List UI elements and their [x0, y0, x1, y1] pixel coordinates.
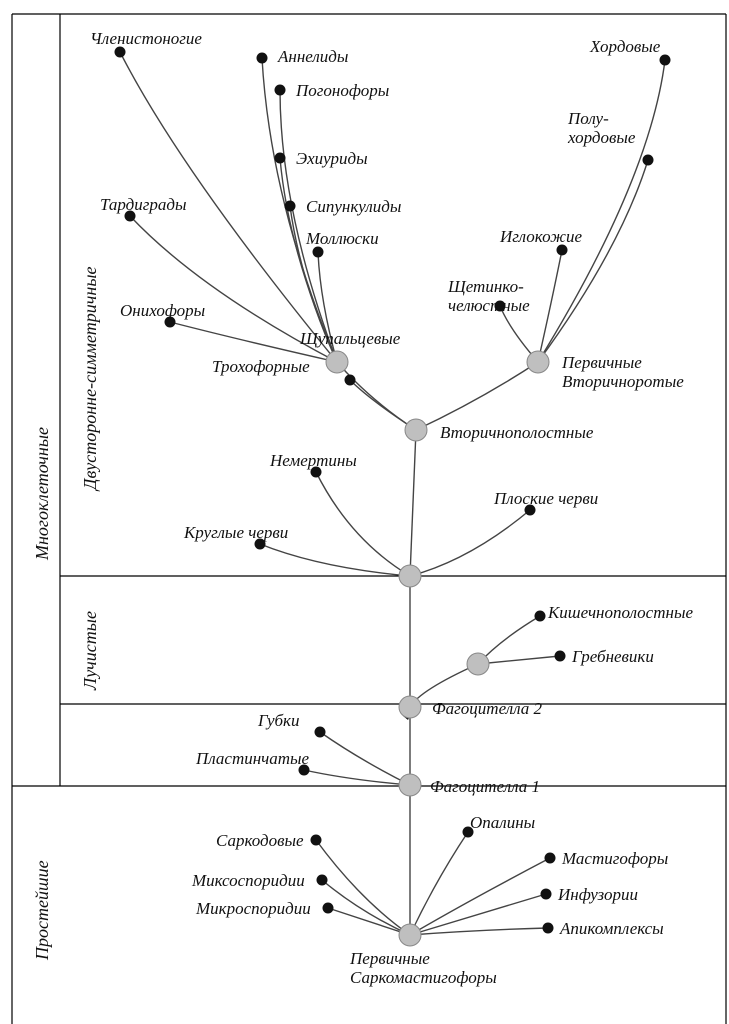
tip-pogon: Погонофоры — [296, 82, 389, 101]
side-Лучистые: Лучистые — [80, 611, 101, 690]
tip-chlen: Членистоногие — [90, 30, 202, 49]
hub-trocho: Трохофорные — [212, 358, 310, 377]
hub-phago2: Фагоцителла 2 — [432, 700, 542, 719]
hub-phago1: Фагоцителла 1 — [430, 778, 540, 797]
tip-moll: Моллюски — [306, 230, 379, 249]
tip-tardi: Тардиграды — [100, 196, 186, 215]
tip-mikso: Миксоспоридии — [192, 872, 305, 891]
tip-echino: Иглокожие — [500, 228, 582, 247]
tip-sarkod: Саркодовые — [216, 832, 304, 851]
side-Многоклеточные: Многоклеточные — [32, 427, 53, 560]
tip-echi: Эхиуриды — [296, 150, 368, 169]
tip-sipun: Сипункулиды — [306, 198, 401, 217]
tip-mikro: Микроспоридии — [196, 900, 311, 919]
tip-chaeto: Щетинко-челюстные — [448, 278, 530, 315]
tip-hemi: Полу-хордовые — [568, 110, 635, 147]
tip-mastig: Мастигофоры — [562, 850, 668, 869]
tip-cteno: Гребневики — [572, 648, 654, 667]
tip-plath: Плоские черви — [494, 490, 598, 509]
tip-infus: Инфузории — [558, 886, 638, 905]
tip-onych: Онихофоры — [120, 302, 205, 321]
tip-opal: Опалины — [470, 814, 535, 833]
tip-cnid: Кишечнополостные — [548, 604, 693, 623]
side-Простейшие: Простейшие — [32, 860, 53, 960]
hub-deutero: ПервичныеВторичноротые — [562, 354, 684, 391]
hub-sarko: ПервичныеСаркомастигофоры — [350, 950, 497, 987]
tip-chord: Хордовые — [590, 38, 660, 57]
tip-nemat: Круглые черви — [184, 524, 288, 543]
side-Двусторонне-симметричные: Двусторонне-симметричные — [80, 267, 101, 491]
hub-coelom: Вторичнополостные — [440, 424, 593, 443]
tip-tent: Щупальцевые — [300, 330, 400, 349]
tip-placo: Пластинчатые — [196, 750, 309, 769]
tip-gubki: Губки — [258, 712, 300, 731]
tip-nemert: Немертины — [270, 452, 357, 471]
tip-apic: Апикомплексы — [560, 920, 664, 939]
tip-annel: Аннелиды — [278, 48, 348, 67]
phylogeny-diagram: Членистоногие Аннелиды Погонофоры Эхиуриды С… — [0, 0, 729, 1024]
